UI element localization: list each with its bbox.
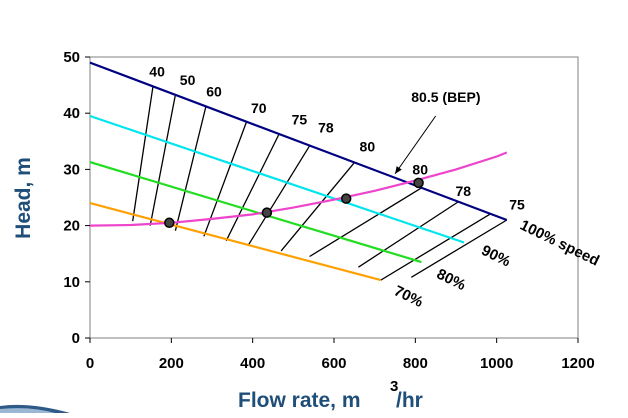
iso-efficiency-line-2 — [174, 106, 207, 231]
operating-point-3 — [413, 177, 424, 189]
x-tick-label-1: 200 — [159, 355, 184, 372]
efficiency-label-1: 50 — [180, 72, 196, 88]
y-tick-label-1: 10 — [63, 274, 80, 291]
efficiency-label-2: 60 — [206, 83, 222, 99]
speed-label-1: 90% — [479, 242, 513, 270]
x-tick-label-4: 800 — [403, 355, 428, 372]
curves-layer — [89, 61, 508, 282]
efficiency-label-4: 75 — [292, 111, 308, 127]
x-tick-label-3: 600 — [321, 355, 346, 372]
iso-efficiency-line-0 — [132, 86, 154, 222]
x-axis-label: Flow rate, m — [238, 389, 361, 412]
efficiency-label-7: 80 — [412, 161, 428, 177]
y-tick-label-4: 40 — [63, 105, 80, 122]
slide-corner-decoration — [0, 400, 70, 413]
speed-curve-1 — [89, 114, 465, 244]
speed-label-0: 100% speed — [517, 217, 602, 270]
x-axis-label-superscript: 3 — [390, 378, 398, 395]
ticks-layer: 0 200 400 600 800 1000 1200 0 10 20 30 40 50 — [63, 49, 594, 372]
iso-efficiency-line-1 — [149, 94, 177, 226]
iso-efficiency-line-10 — [410, 219, 508, 278]
bep-label: 80.5 (BEP) — [411, 89, 480, 105]
efficiency-label-6: 80 — [360, 138, 376, 154]
iso-efficiency-line-7 — [309, 187, 422, 258]
iso-efficiency-line-9 — [380, 213, 491, 281]
x-tick-label-0: 0 — [86, 355, 94, 372]
efficiency-label-8: 78 — [456, 183, 472, 199]
iso-efficiency-line-6 — [280, 162, 355, 252]
iso-efficiency-line-5 — [248, 145, 311, 246]
y-tick-label-2: 20 — [63, 218, 80, 235]
efficiency-label-0: 40 — [149, 64, 165, 80]
speed-curve-2 — [89, 161, 422, 264]
operating-point-1 — [261, 207, 273, 218]
speed-curve-3 — [89, 202, 382, 282]
iso-efficiency-line-8 — [358, 201, 459, 268]
x-tick-label-5: 1000 — [480, 355, 513, 372]
operating-point-0 — [164, 217, 175, 229]
speed-curve-0 — [89, 61, 508, 222]
y-tick-label-5: 50 — [63, 49, 80, 66]
y-tick-label-0: 0 — [72, 330, 80, 347]
iso-efficiency-line-3 — [203, 121, 248, 237]
y-axis-label: Head, m — [12, 157, 35, 239]
bep-arrow-line — [394, 115, 437, 175]
efficiency-label-3: 70 — [251, 100, 267, 116]
efficiency-label-9: 75 — [509, 196, 525, 212]
labels-layer: 80.5 (BEP) 40 50 60 70 75 78 80 80 78 75 100% speed… — [149, 64, 602, 311]
x-tick-label-2: 400 — [240, 355, 265, 372]
x-axis-label-suffix: /hr — [396, 389, 423, 412]
speed-label-3: 70% — [391, 282, 425, 310]
efficiency-label-5: 78 — [318, 119, 334, 135]
bep-arrow-head — [395, 166, 402, 174]
speed-label-2: 80% — [434, 266, 468, 294]
x-tick-label-6: 1200 — [561, 355, 594, 372]
y-tick-label-3: 30 — [63, 161, 80, 178]
operating-point-2 — [340, 193, 352, 204]
iso-efficiency-line-4 — [225, 133, 280, 242]
